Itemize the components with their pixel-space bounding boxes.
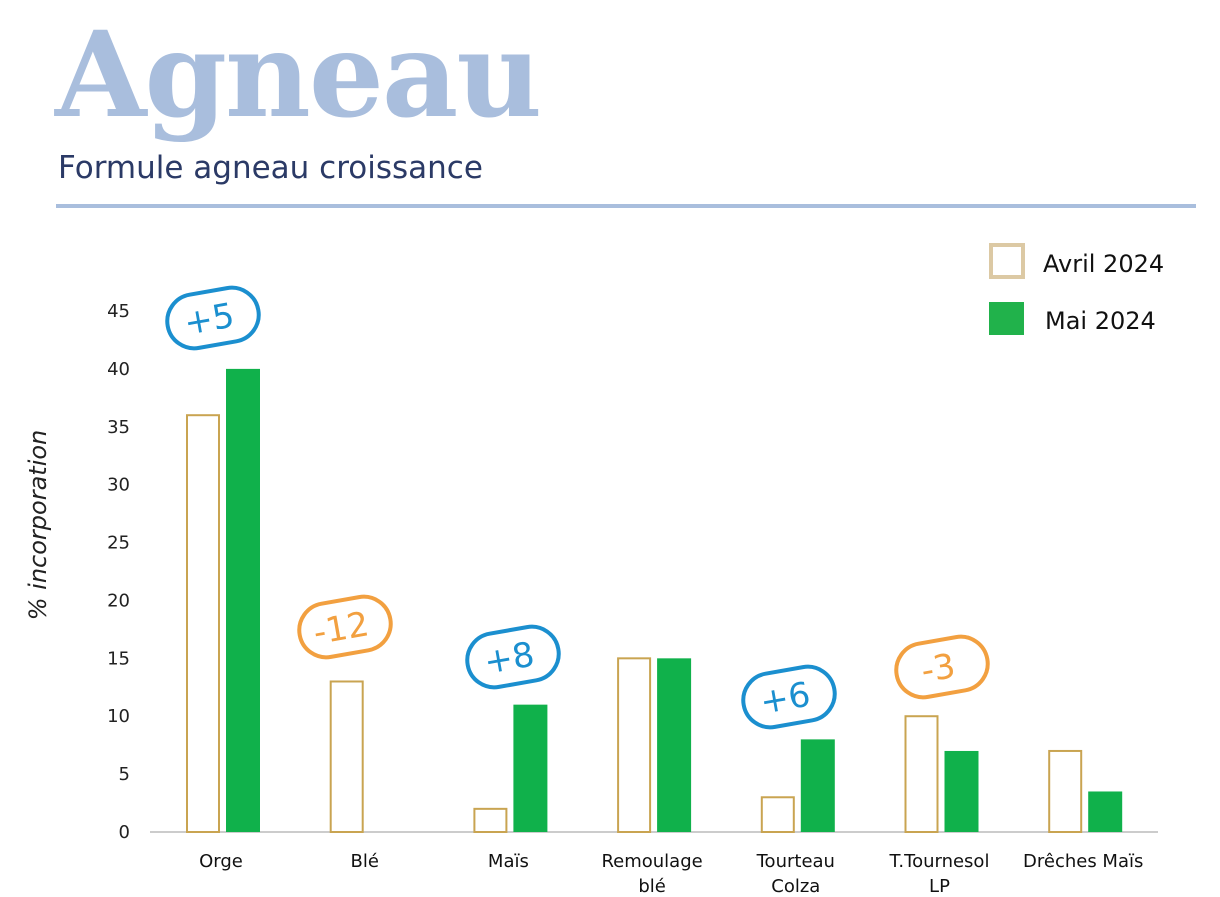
x-tick-label: LP — [929, 876, 950, 897]
annotation-badge — [465, 624, 561, 690]
bar-mai — [657, 658, 692, 832]
annotation-badge — [165, 285, 261, 351]
change-annotation: +6 — [741, 664, 837, 730]
y-tick-label: 10 — [107, 706, 130, 727]
bar-avril — [186, 414, 220, 833]
x-tick-label: Colza — [771, 876, 820, 897]
bar-avril — [473, 807, 508, 833]
y-tick-label: 20 — [107, 590, 130, 611]
annotation-label: +5 — [181, 296, 237, 344]
bar-mai — [1088, 791, 1123, 832]
legend-swatch-mai — [989, 302, 1024, 335]
annotation-badge — [741, 664, 837, 730]
bar-avril — [904, 715, 939, 834]
legend-label-avril: Avril 2024 — [1043, 250, 1164, 278]
x-tick-label: Tourteau — [756, 851, 835, 872]
change-annotation: +5 — [165, 285, 261, 351]
bar-mai — [800, 739, 835, 832]
y-tick-label: 0 — [119, 822, 130, 843]
annotation-label: +6 — [757, 675, 813, 723]
bar-avril — [760, 796, 795, 833]
x-tick-label: Maïs — [488, 851, 529, 872]
bar-avril — [617, 657, 652, 833]
bar-avril — [329, 680, 364, 833]
page-title: Agneau — [55, 5, 542, 144]
x-tick-label: Blé — [350, 851, 378, 872]
bar-avril — [1048, 749, 1083, 834]
change-annotation: -12 — [297, 594, 393, 660]
y-tick-label: 30 — [107, 475, 130, 496]
annotation-label: +8 — [481, 635, 537, 683]
annotation-label: -12 — [310, 604, 372, 653]
x-tick-label: Orge — [199, 851, 243, 872]
y-axis-label: % incorporation — [24, 430, 52, 621]
x-tick-label: blé — [638, 876, 666, 897]
page-subtitle: Formule agneau croissance — [58, 150, 483, 186]
y-tick-label: 15 — [107, 648, 130, 669]
legend: Avril 2024 Mai 2024 — [989, 243, 1164, 335]
change-annotation: -3 — [894, 634, 990, 700]
change-annotation: +8 — [465, 624, 561, 690]
bar-mai — [944, 750, 979, 832]
y-tick-label: 45 — [107, 301, 130, 322]
x-tick-label: T.Tournesol — [889, 851, 990, 872]
legend-swatch-avril — [989, 243, 1025, 279]
annotation-label: -3 — [918, 646, 958, 691]
legend-label-mai: Mai 2024 — [1045, 307, 1156, 335]
bar-mai — [513, 704, 548, 832]
bar-mai — [226, 368, 260, 832]
x-tick-label: Remoulage — [601, 851, 702, 872]
y-tick-label: 25 — [107, 533, 130, 554]
title-divider — [56, 204, 1196, 208]
x-tick-label: Drêches Maïs — [1023, 851, 1143, 872]
annotation-badge — [297, 594, 393, 660]
y-tick-label: 5 — [119, 764, 130, 785]
y-tick-label: 35 — [107, 417, 130, 438]
y-tick-label: 40 — [107, 359, 130, 380]
annotation-badge — [894, 634, 990, 700]
